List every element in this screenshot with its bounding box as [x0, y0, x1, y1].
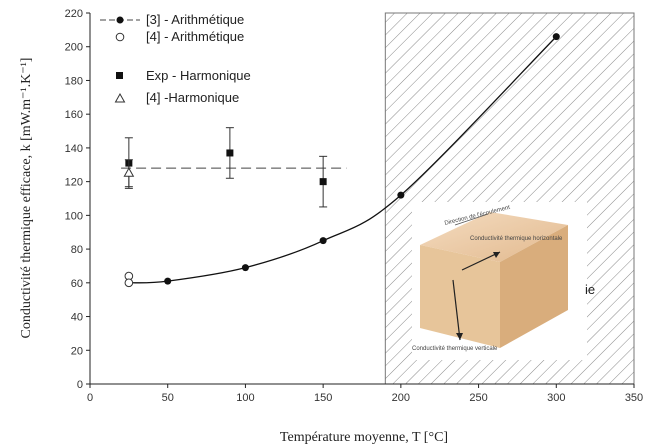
point-filled-circle	[552, 33, 560, 41]
block-top-face	[420, 212, 568, 262]
point-filled-square	[226, 149, 234, 157]
legend-label-0: [3] - Arithmétique	[146, 12, 244, 27]
legend-label-3: [4] -Harmonique	[146, 90, 239, 105]
inset-image: Direction de l'écoulement Conductivité t…	[412, 202, 587, 360]
x-tick-label: 100	[236, 392, 254, 404]
y-tick-label: 160	[65, 109, 83, 121]
legend-marker-filled-circle	[116, 16, 124, 24]
y-tick-label: 120	[65, 177, 83, 189]
point-filled-circle	[397, 191, 405, 199]
y-axis-label: Conductivité thermique efficace, k [mW.m…	[19, 58, 34, 339]
point-filled-circle	[241, 264, 249, 272]
marks	[123, 33, 560, 288]
y-tick-label: 20	[71, 345, 83, 357]
x-tick-label: 0	[87, 392, 93, 404]
point-open-triangle	[123, 167, 135, 177]
y-tick-label: 80	[71, 244, 83, 256]
inset-label-horizontal: Conductivité thermique horizontale	[470, 236, 563, 242]
point-filled-circle	[164, 277, 172, 285]
x-tick-label: 200	[392, 392, 410, 404]
inset-label-vertical: Conductivité thermique verticale	[412, 346, 498, 352]
legend-label-1: [4] - Arithmétique	[146, 29, 244, 44]
legend-label-2: Exp - Harmonique	[146, 68, 251, 83]
block-front-face	[420, 245, 500, 348]
y-tick-label: 100	[65, 210, 83, 222]
legend: [3] - Arithmétique [4] - Arithmétique Ex…	[100, 12, 251, 105]
x-axis-label: Température moyenne, T [°C]	[280, 430, 448, 445]
y-tick-label: 180	[65, 75, 83, 87]
horizontal-arrow	[461, 251, 501, 271]
x-tick-label: 350	[625, 392, 643, 404]
vertical-arrow	[452, 279, 461, 341]
y-tick-label: 60	[71, 278, 83, 290]
legend-marker-open-triangle	[114, 92, 126, 103]
x-tick-label: 300	[547, 392, 565, 404]
y-tick-label: 220	[65, 8, 83, 20]
block-side-face	[500, 225, 568, 348]
y-tick-label: 0	[77, 379, 83, 391]
x-tick-label: 150	[314, 392, 332, 404]
x-tick-label: 250	[469, 392, 487, 404]
y-ticks: 0 20 40 60 80 100 120 140 160 180 200 220	[65, 8, 90, 391]
x-ticks: 0 50 100 150 200 250 300 350	[87, 384, 643, 404]
y-tick-label: 40	[71, 312, 83, 324]
y-tick-label: 200	[65, 42, 83, 54]
point-filled-circle	[319, 237, 327, 245]
side-text: ie	[585, 282, 595, 297]
x-tick-label: 50	[162, 392, 174, 404]
point-open-circle	[124, 278, 134, 288]
point-filled-square	[319, 178, 327, 186]
y-tick-label: 140	[65, 143, 83, 155]
axes	[89, 13, 634, 385]
legend-marker-open-circle	[115, 32, 125, 42]
legend-marker-filled-square	[116, 72, 123, 79]
